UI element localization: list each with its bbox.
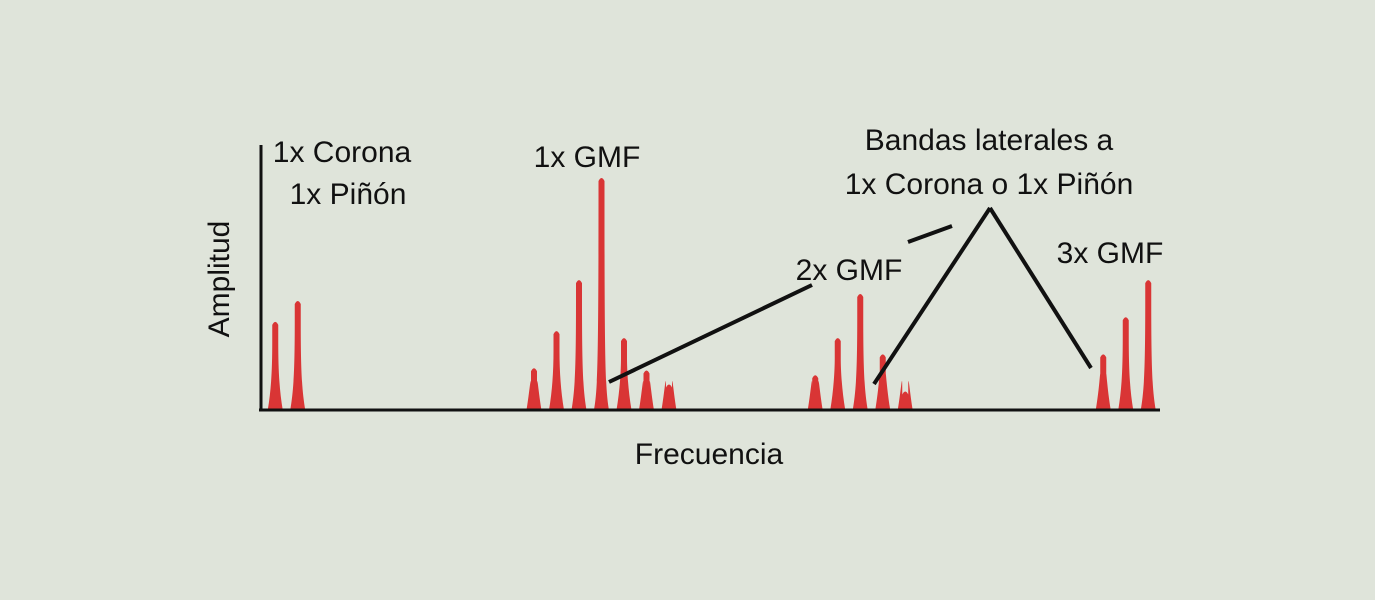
leader-line-2x-gmf xyxy=(608,283,813,384)
annotation-1x-corona: 1x Corona xyxy=(273,136,412,169)
leader-line-sideband-right xyxy=(988,206,1093,370)
spectral-peak-11 xyxy=(830,338,846,410)
spectral-peak-16 xyxy=(1118,317,1134,410)
spectral-peak-5 xyxy=(571,280,587,410)
annotation-2x-gmf: 2x GMF xyxy=(796,254,903,287)
leader-lines xyxy=(608,206,1093,386)
spectral-peak-10 xyxy=(807,375,823,410)
peaks-layer xyxy=(267,178,1156,410)
spectral-peak-15 xyxy=(1095,354,1111,410)
spectral-peak-13 xyxy=(875,354,891,410)
annotation-sidebands-line1: Bandas laterales a xyxy=(865,124,1114,157)
spectral-peak-1 xyxy=(267,321,283,410)
leader-line-sideband-left xyxy=(872,206,992,386)
spectral-peak-9 xyxy=(661,380,677,410)
annotation-1x-gmf: 1x GMF xyxy=(534,141,641,174)
x-axis-title: Frecuencia xyxy=(635,438,784,471)
spectral-peak-2 xyxy=(290,300,306,410)
y-axis-title: Amplitud xyxy=(203,221,236,338)
spectral-peak-14 xyxy=(897,380,913,410)
spectral-peak-6 xyxy=(594,178,609,410)
spectral-peak-3 xyxy=(526,368,542,410)
annotation-sidebands-line2: 1x Corona o 1x Piñón xyxy=(845,168,1134,201)
leader-line-2x-gmf-upper xyxy=(907,224,953,244)
annotation-3x-gmf: 3x GMF xyxy=(1057,237,1164,270)
spectral-peak-12 xyxy=(852,294,868,410)
spectral-peak-4 xyxy=(549,331,564,410)
spectral-peak-8 xyxy=(639,370,654,410)
annotation-1x-pinon: 1x Piñón xyxy=(290,178,407,211)
spectral-peak-17 xyxy=(1140,280,1156,410)
